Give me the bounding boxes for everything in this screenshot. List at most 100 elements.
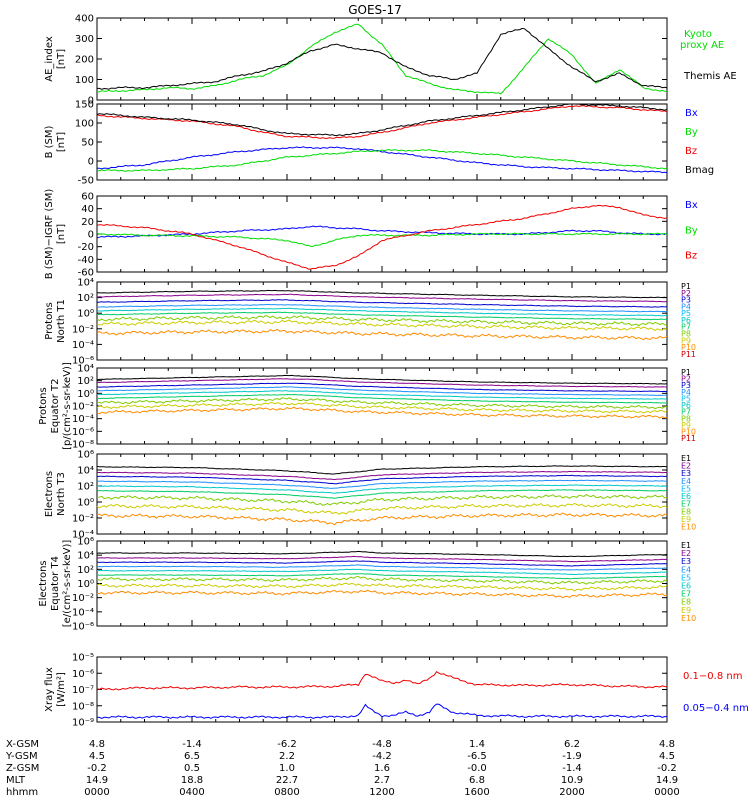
legend-proxy-ae: proxy AE [680, 40, 724, 51]
y-axis-label: Equator T2 [50, 379, 61, 434]
y-tick-label: -50 [78, 176, 94, 187]
y-tick-label: 0 [88, 96, 94, 107]
y-axis-label: [e/(cm²-s-sr-keV)] [62, 540, 73, 628]
y-tick-label: 300 [75, 34, 94, 45]
y-tick-label: 20 [81, 217, 94, 228]
y-axis-label: Electrons [38, 560, 49, 606]
ephemeris-value: -6.5 [467, 751, 487, 762]
row-label-hhmm: hhmm [6, 787, 38, 798]
legend-e6: E6 [681, 581, 691, 590]
legend-p4: P4 [681, 388, 691, 397]
legend-e9: E9 [681, 606, 691, 615]
y-tick-label: 10⁻⁷ [72, 685, 94, 696]
ephemeris-value: 1.0 [279, 763, 295, 774]
y-axis-label: Protons [38, 387, 49, 424]
channel-line-4 [96, 303, 668, 313]
legend-themis-ae: Themis AE [683, 71, 737, 82]
row-label-z-gsm: Z-GSM [6, 763, 39, 774]
channel-line-6 [96, 393, 668, 404]
channel-line-7 [96, 397, 668, 410]
channel-line-3 [96, 299, 668, 308]
legend-p10: P10 [681, 427, 696, 436]
channel-line-7 [96, 314, 668, 327]
series-line-bz [96, 204, 668, 270]
legend-e2: E2 [681, 549, 691, 558]
channel-line-5 [96, 568, 668, 576]
legend-e5: E5 [681, 573, 691, 582]
legend-bmag: Bmag [685, 165, 714, 176]
legend-kyoto: Kyoto [684, 29, 712, 40]
y-tick-label: 10⁴ [77, 278, 94, 289]
y-tick-label: 150 [75, 100, 94, 111]
legend-e10: E10 [681, 614, 696, 623]
legend-e3: E3 [681, 557, 691, 566]
channel-line-5 [96, 390, 668, 400]
ephemeris-value: -1.9 [562, 751, 582, 762]
y-tick-label: 10⁻² [72, 514, 94, 525]
channel-line-8 [96, 319, 668, 331]
legend-e10: E10 [681, 523, 696, 532]
y-axis-label: North T1 [56, 299, 67, 343]
panel-4: 10⁻⁶ 10⁻⁴ 10⁻² 10⁰ 10² 10⁴ Protons North T1 P1P2… [44, 278, 696, 367]
legend-p8: P8 [681, 329, 691, 338]
legend-e6: E6 [681, 492, 691, 501]
legend-p5: P5 [681, 394, 691, 403]
ephemeris-value: 4.8 [659, 739, 675, 750]
legend-e9: E9 [681, 515, 691, 524]
y-tick-label: 10⁴ [77, 466, 94, 477]
y-axis-label: Protons [44, 302, 55, 339]
y-tick-label: 100 [75, 119, 94, 130]
series-line-by [96, 148, 668, 172]
channel-line-1 [96, 465, 668, 475]
ephemeris-value: 14.9 [86, 775, 108, 786]
legend-p1: P1 [681, 282, 691, 291]
y-axis-label: B (SM)−IGRF (SM) [44, 189, 55, 280]
panel-7: 10⁻⁶ 10⁻⁴ 10⁻² 10⁰ 10² 10⁴ 10⁶ Electrons Equator… [38, 537, 696, 633]
legend-p2: P2 [681, 289, 691, 298]
y-tick-label: 10⁻⁴ [72, 414, 94, 425]
legend-e4: E4 [681, 477, 691, 486]
channel-line-7 [96, 575, 668, 585]
legend-by: By [685, 127, 698, 138]
legend-bx: Bx [685, 200, 698, 211]
y-axis-label: [nT] [56, 49, 67, 69]
y-tick-label: 10⁴ [77, 364, 94, 375]
ephemeris-value: 1200 [369, 787, 394, 798]
series-line-themis-ae [97, 27, 668, 90]
y-tick-label: 10⁻⁶ [72, 622, 94, 633]
y-tick-label: 10⁻² [72, 324, 94, 335]
y-tick-label: 10⁻⁹ [72, 718, 94, 729]
channel-line-8 [96, 502, 668, 515]
y-tick-label: 10⁻⁸ [72, 440, 94, 451]
legend-e1: E1 [681, 541, 691, 550]
ephemeris-value: -6.2 [277, 739, 297, 750]
row-label-y-gsm: Y-GSM [5, 751, 38, 762]
y-tick-label: 10² [77, 376, 94, 387]
legend-xray-short: 0.05−0.4 nm [683, 703, 749, 714]
channel-line-7 [96, 494, 668, 506]
ephemeris-value: -0.2 [657, 763, 677, 774]
legend-p11: P11 [681, 434, 696, 443]
y-tick-label: 200 [75, 55, 94, 66]
ephemeris-value: 4.8 [89, 739, 105, 750]
ephemeris-value: 4.5 [659, 751, 675, 762]
legend-e7: E7 [681, 500, 691, 509]
y-axis-label: B (SM) [44, 125, 55, 158]
panel-8: 10⁻⁹ 10⁻⁸ 10⁻⁷ 10⁻⁶ 10⁻⁵ Xray flux [W/m²] 0.1−0… [44, 653, 749, 729]
ephemeris-value: 6.5 [184, 751, 200, 762]
legend-p1: P1 [681, 368, 691, 377]
legend-p5: P5 [681, 309, 691, 318]
channel-line-2 [97, 470, 667, 481]
legend-p6: P6 [681, 401, 691, 410]
y-tick-label: 10⁰ [77, 498, 94, 509]
y-tick-label: 10⁻⁸ [72, 701, 94, 712]
legend-p4: P4 [681, 302, 691, 311]
channel-line-2 [96, 378, 668, 388]
y-tick-label: 10⁻² [72, 402, 94, 413]
ephemeris-value: -1.4 [562, 763, 582, 774]
y-tick-label: 10⁴ [77, 551, 94, 562]
channel-line-9 [96, 328, 668, 341]
y-axis-label: Xray flux [44, 667, 55, 712]
